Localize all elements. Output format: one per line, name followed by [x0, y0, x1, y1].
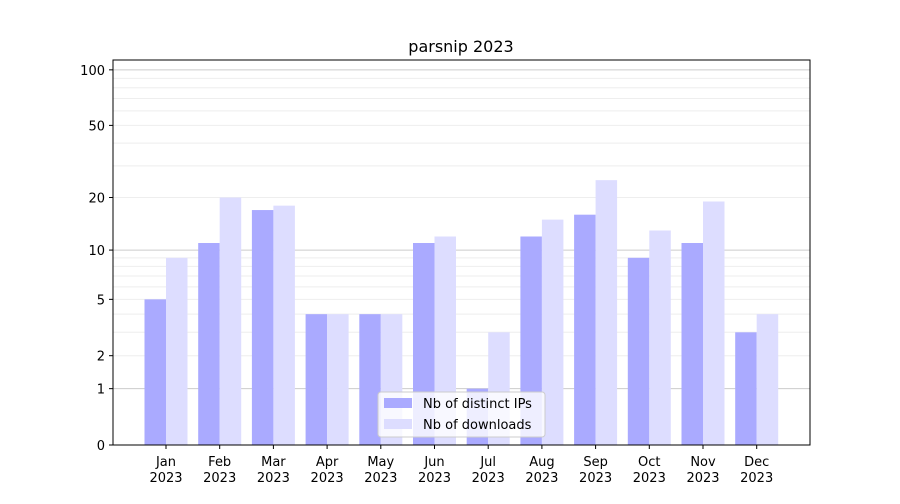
x-tick-label: Mar 2023: [257, 455, 290, 486]
bar-distinct-ips: [198, 243, 220, 445]
bar-distinct-ips: [359, 314, 381, 445]
legend-swatch: [384, 419, 412, 429]
legend-label: Nb of downloads: [423, 418, 532, 433]
bar-distinct-ips: [305, 314, 328, 445]
x-tick-label: Aug 2023: [525, 455, 558, 486]
bar-downloads: [649, 230, 671, 445]
y-tick-label: 5: [97, 293, 105, 308]
axes-frame: [112, 59, 811, 446]
bar-downloads: [703, 201, 725, 445]
bar-distinct-ips: [144, 299, 166, 445]
bar-distinct-ips: [735, 332, 757, 445]
bar-downloads: [595, 180, 618, 445]
x-tick-label: Apr 2023: [311, 455, 344, 486]
x-tick-label: Oct 2023: [633, 455, 666, 486]
bar-downloads: [756, 314, 779, 445]
y-tick-label: 50: [88, 119, 105, 134]
bar-distinct-ips: [627, 257, 650, 445]
y-tick-label: 2: [97, 350, 105, 365]
x-tick-label: Jun 2023: [418, 455, 451, 486]
x-tick-label: May 2023: [364, 455, 397, 486]
legend-label: Nb of distinct IPs: [423, 397, 532, 412]
bar-downloads: [327, 314, 349, 445]
y-tick-label: 10: [88, 244, 105, 259]
bar-downloads: [273, 205, 295, 445]
y-tick-label: 0: [97, 439, 105, 454]
x-tick-label: Jan 2023: [149, 455, 182, 486]
y-tick-label: 20: [88, 192, 105, 207]
y-tick-label: 100: [80, 64, 105, 79]
x-tick-label: Dec 2023: [740, 455, 773, 486]
bar-distinct-ips: [251, 210, 274, 445]
legend: Nb of distinct IPs Nb of downloads: [377, 391, 546, 438]
y-tick-label: 1: [97, 383, 105, 398]
bar-distinct-ips: [681, 243, 703, 445]
x-tick-label: Sep 2023: [579, 455, 612, 486]
bar-downloads: [166, 257, 188, 445]
x-tick-label: Jul 2023: [472, 455, 505, 486]
x-tick-label: Nov 2023: [686, 455, 719, 486]
legend-swatch: [384, 398, 412, 408]
legend-box: [377, 391, 546, 438]
bar-distinct-ips: [574, 214, 596, 445]
bar-downloads: [219, 197, 242, 445]
x-tick-label: Feb 2023: [203, 455, 236, 486]
bar-downloads: [541, 219, 564, 445]
chart-title: parsnip 2023: [408, 37, 513, 56]
